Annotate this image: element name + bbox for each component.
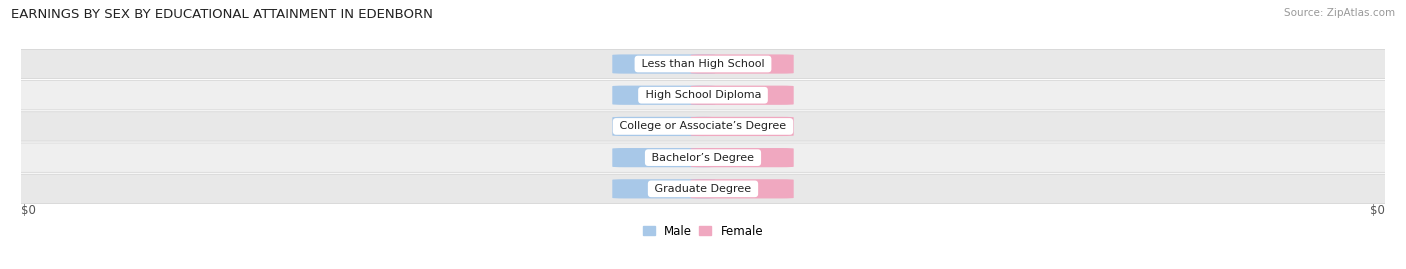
Text: High School Diploma: High School Diploma <box>641 90 765 100</box>
Text: $0: $0 <box>735 90 749 100</box>
Text: $0: $0 <box>657 90 671 100</box>
Text: $0: $0 <box>21 204 37 217</box>
FancyBboxPatch shape <box>7 80 1399 110</box>
Text: $0: $0 <box>657 153 671 163</box>
Text: Bachelor’s Degree: Bachelor’s Degree <box>648 153 758 163</box>
FancyBboxPatch shape <box>612 148 716 167</box>
Text: $0: $0 <box>657 121 671 132</box>
FancyBboxPatch shape <box>7 49 1399 79</box>
Legend: Male, Female: Male, Female <box>638 220 768 242</box>
FancyBboxPatch shape <box>7 112 1399 141</box>
Text: $0: $0 <box>657 59 671 69</box>
Text: $0: $0 <box>735 121 749 132</box>
FancyBboxPatch shape <box>690 179 794 199</box>
FancyBboxPatch shape <box>690 86 794 105</box>
FancyBboxPatch shape <box>7 143 1399 172</box>
Text: $0: $0 <box>657 184 671 194</box>
FancyBboxPatch shape <box>7 174 1399 204</box>
FancyBboxPatch shape <box>612 179 716 199</box>
Text: EARNINGS BY SEX BY EDUCATIONAL ATTAINMENT IN EDENBORN: EARNINGS BY SEX BY EDUCATIONAL ATTAINMEN… <box>11 8 433 21</box>
Text: $0: $0 <box>735 59 749 69</box>
Text: $0: $0 <box>1369 204 1385 217</box>
Text: $0: $0 <box>735 184 749 194</box>
Text: Source: ZipAtlas.com: Source: ZipAtlas.com <box>1284 8 1395 18</box>
Text: Less than High School: Less than High School <box>638 59 768 69</box>
Text: Graduate Degree: Graduate Degree <box>651 184 755 194</box>
FancyBboxPatch shape <box>690 117 794 136</box>
FancyBboxPatch shape <box>612 117 716 136</box>
Text: $0: $0 <box>735 153 749 163</box>
Text: College or Associate’s Degree: College or Associate’s Degree <box>616 121 790 132</box>
FancyBboxPatch shape <box>612 86 716 105</box>
FancyBboxPatch shape <box>690 148 794 167</box>
FancyBboxPatch shape <box>690 54 794 74</box>
FancyBboxPatch shape <box>612 54 716 74</box>
